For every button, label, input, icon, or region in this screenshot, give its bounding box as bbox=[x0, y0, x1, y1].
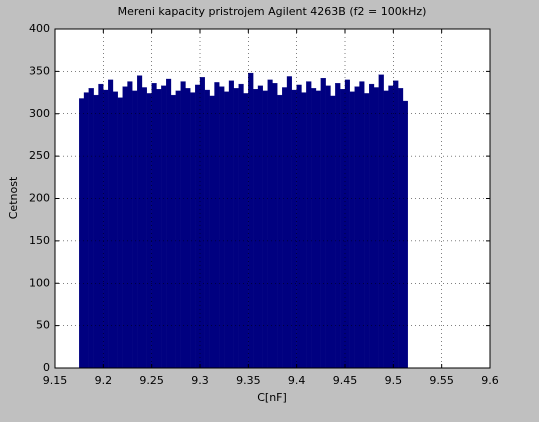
bar bbox=[335, 83, 341, 369]
bar bbox=[127, 81, 133, 369]
bar bbox=[325, 85, 331, 369]
bar bbox=[79, 98, 85, 369]
x-tick-label: 9.15 bbox=[43, 374, 68, 387]
y-axis-label: Cetnost bbox=[7, 176, 20, 219]
x-tick-label: 9.4 bbox=[288, 374, 306, 387]
bar bbox=[204, 89, 210, 369]
bar bbox=[277, 94, 283, 369]
x-axis-label: C[nF] bbox=[257, 391, 287, 404]
bar bbox=[83, 92, 89, 369]
bar bbox=[311, 88, 317, 369]
bar bbox=[156, 89, 162, 369]
bar bbox=[330, 95, 336, 369]
y-tick-label: 300 bbox=[29, 107, 50, 120]
x-tick-label: 9.45 bbox=[333, 374, 358, 387]
bar bbox=[151, 83, 157, 369]
bar bbox=[185, 88, 191, 369]
bar bbox=[88, 88, 94, 369]
bar bbox=[282, 87, 288, 369]
bar bbox=[248, 72, 254, 369]
x-tick-label: 9.35 bbox=[236, 374, 261, 387]
bar bbox=[132, 90, 138, 369]
y-tick-label: 100 bbox=[29, 276, 50, 289]
bar bbox=[388, 85, 394, 369]
y-tick-label: 200 bbox=[29, 192, 50, 205]
bar bbox=[272, 83, 278, 369]
y-tick-label: 50 bbox=[36, 319, 50, 332]
y-tick-label: 350 bbox=[29, 64, 50, 77]
bar bbox=[286, 76, 292, 369]
bar bbox=[349, 91, 355, 369]
bar bbox=[175, 90, 181, 369]
bar bbox=[243, 93, 249, 369]
bar bbox=[402, 100, 408, 369]
bar bbox=[315, 90, 321, 369]
x-tick-label: 9.55 bbox=[429, 374, 454, 387]
bar bbox=[141, 87, 147, 369]
bar bbox=[199, 77, 205, 369]
bar bbox=[137, 75, 143, 369]
bar bbox=[373, 87, 379, 369]
bar bbox=[378, 74, 384, 369]
y-tick-label: 400 bbox=[29, 22, 50, 35]
bar bbox=[209, 95, 215, 369]
x-tick-label: 9.5 bbox=[385, 374, 403, 387]
axes-frame bbox=[54, 28, 491, 369]
bar bbox=[364, 93, 370, 369]
bar bbox=[320, 78, 326, 369]
bar bbox=[257, 85, 263, 369]
bar bbox=[214, 82, 220, 369]
bar bbox=[267, 79, 273, 369]
x-tick-label: 9.3 bbox=[191, 374, 209, 387]
bar bbox=[146, 93, 152, 369]
bar bbox=[108, 79, 114, 369]
bar bbox=[117, 97, 123, 369]
bar bbox=[359, 81, 365, 369]
bar bbox=[301, 92, 307, 369]
bar bbox=[306, 81, 312, 369]
x-tick-label: 9.2 bbox=[95, 374, 113, 387]
chart-title: Mereni kapacity pristrojem Agilent 4263B… bbox=[118, 5, 427, 18]
bar bbox=[262, 90, 268, 369]
bar bbox=[383, 90, 389, 369]
bar bbox=[112, 91, 118, 369]
bar bbox=[170, 94, 176, 369]
bar bbox=[233, 88, 239, 369]
bar bbox=[393, 80, 399, 369]
bar bbox=[340, 89, 346, 369]
x-tick-label: 9.25 bbox=[139, 374, 164, 387]
bar bbox=[398, 88, 404, 369]
bar bbox=[253, 89, 259, 369]
bar bbox=[93, 94, 99, 369]
bar bbox=[103, 89, 109, 369]
y-tick-label: 250 bbox=[29, 149, 50, 162]
y-tick-label: 0 bbox=[43, 361, 50, 374]
bar bbox=[180, 81, 186, 369]
bar bbox=[291, 89, 297, 369]
y-tick-label: 150 bbox=[29, 234, 50, 247]
x-tick-label: 9.6 bbox=[481, 374, 499, 387]
bar bbox=[190, 92, 196, 369]
bar bbox=[228, 80, 234, 369]
bar bbox=[166, 78, 172, 369]
bar bbox=[224, 91, 230, 369]
bar bbox=[344, 79, 350, 369]
